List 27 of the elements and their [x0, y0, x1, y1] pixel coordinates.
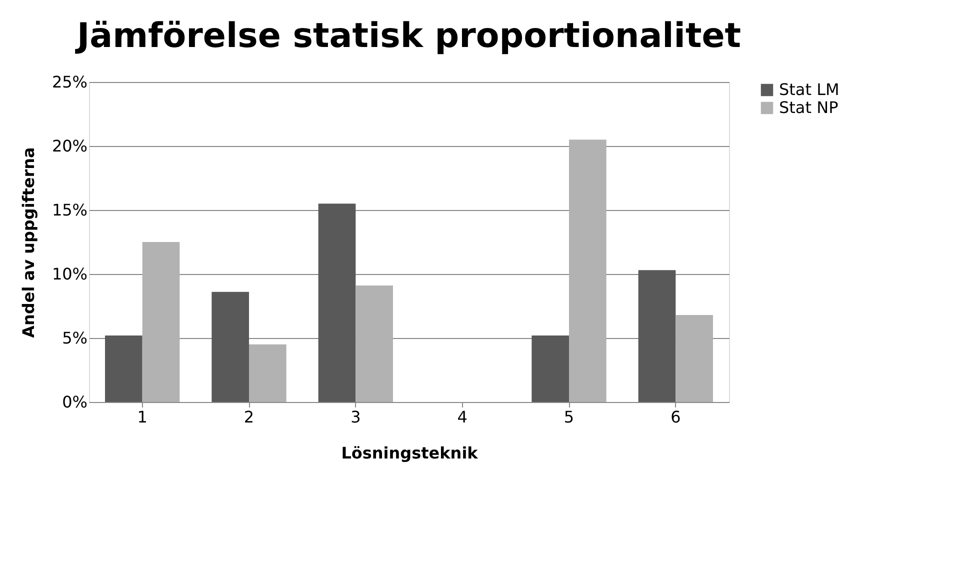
- bar: [249, 344, 286, 402]
- y-tick-label: 10%: [52, 264, 88, 284]
- bar: [569, 140, 606, 402]
- x-tick-label: 2: [244, 408, 254, 426]
- x-tick-label: 5: [564, 408, 574, 426]
- bar: [105, 335, 142, 402]
- bar: [142, 242, 180, 402]
- x-tick-label: 6: [670, 408, 681, 426]
- y-tick-label: 15%: [52, 200, 88, 220]
- legend-label: Stat NP: [779, 98, 839, 117]
- bar: [638, 270, 676, 402]
- bar: [676, 314, 713, 402]
- bar: [318, 204, 356, 402]
- bar: [212, 292, 249, 402]
- chart-title: Jämförelse statisk proportionalitet: [74, 16, 742, 56]
- y-tick-label: 0%: [62, 392, 88, 412]
- bar: [532, 335, 569, 402]
- y-axis-title: Andel av uppgifterna: [18, 147, 38, 338]
- y-tick-label: 25%: [52, 72, 88, 92]
- x-tick-label: 3: [350, 408, 361, 426]
- legend-label: Stat LM: [779, 80, 840, 99]
- x-axis-title: Lösningsteknik: [341, 444, 478, 462]
- x-tick-label: 4: [457, 408, 468, 426]
- bar: [356, 286, 393, 402]
- y-tick-label: 5%: [62, 328, 88, 348]
- y-tick-label: 20%: [52, 136, 88, 156]
- x-tick-label: 1: [137, 408, 148, 426]
